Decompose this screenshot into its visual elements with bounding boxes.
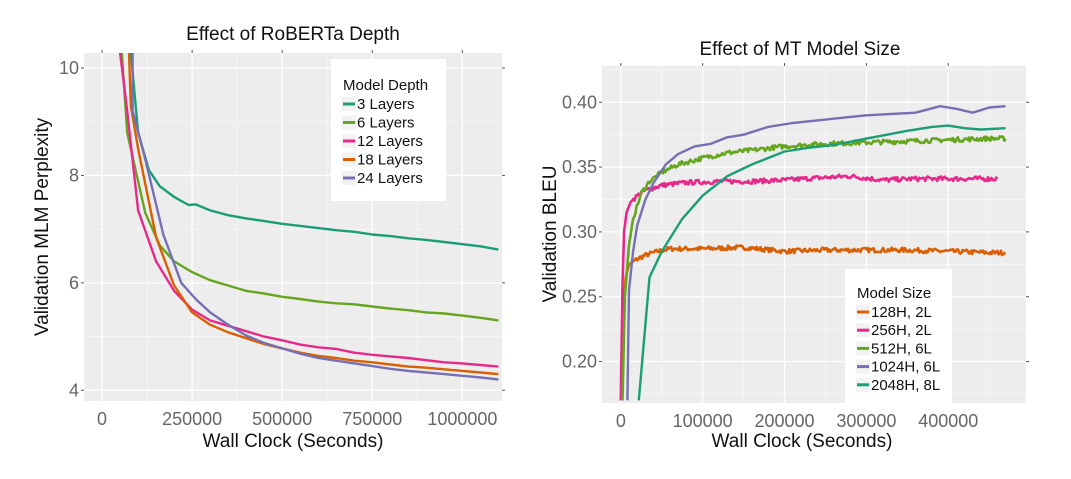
y-axis: 4 6 8 10 — [59, 58, 505, 400]
legend-item-label: 12 Layers — [357, 133, 423, 150]
y-tick-label: 6 — [69, 273, 79, 293]
legend-item-label: 18 Layers — [357, 152, 423, 169]
series-line-24-layers — [131, 53, 499, 381]
x-tick-label: 300000 — [836, 411, 896, 431]
y-tick-label: 0.20 — [562, 352, 597, 372]
legend-item-label: 2048H, 8L — [871, 377, 940, 394]
legend-item-label: 256H, 2L — [871, 322, 932, 339]
x-tick-label: 200000 — [754, 411, 814, 431]
y-axis-label: Validation MLM Perplexity — [32, 117, 53, 336]
series-line-512h-6l — [621, 135, 1007, 401]
series-line-3-layers — [129, 53, 499, 251]
series-lines — [118, 53, 499, 381]
legend-item-label: 24 Layers — [357, 170, 423, 187]
x-axis: 0 100000 200000 300000 400000 — [616, 63, 978, 431]
y-tick-label: 0.40 — [562, 92, 597, 112]
y-tick-label: 0.30 — [562, 222, 597, 242]
chart-roberta-depth: Effect of RoBERTa Depth 4 6 8 10 0 250000 500… — [32, 24, 505, 452]
plot-background — [602, 66, 1026, 403]
series-line-2048h-8l — [637, 124, 1006, 401]
chart-title: Effect of RoBERTa Depth — [186, 24, 400, 45]
legend-item-label: 128H, 2L — [871, 304, 932, 321]
x-axis: 0 250000 500000 750000 1000000 — [97, 50, 497, 429]
series-line-12-layers — [118, 53, 499, 368]
x-tick-label: 0 — [616, 411, 626, 431]
y-tick-label: 0.25 — [562, 287, 597, 307]
x-tick-label: 0 — [97, 409, 107, 429]
series-lines — [619, 104, 1007, 401]
x-tick-label: 400000 — [918, 411, 978, 431]
x-axis-label: Wall Clock (Seconds) — [203, 431, 384, 452]
y-axis-label: Validation BLEU — [540, 166, 561, 303]
x-tick-label: 750000 — [342, 409, 402, 429]
legend-item-label: 512H, 6L — [871, 340, 932, 357]
legend-item-label: 1024H, 6L — [871, 359, 940, 376]
y-axis: 0.20 0.25 0.30 0.35 0.40 — [562, 92, 1029, 372]
y-tick-label: 10 — [59, 58, 79, 78]
x-tick-label: 100000 — [673, 411, 733, 431]
legend-title: Model Depth — [343, 77, 428, 94]
x-tick-label: 250000 — [162, 409, 222, 429]
legend-item-label: 6 Layers — [357, 115, 415, 132]
series-line-1024h-6l — [626, 104, 1006, 401]
legend-item-label: 3 Layers — [357, 96, 415, 113]
x-axis-label: Wall Clock (Seconds) — [712, 431, 893, 452]
grid — [84, 53, 502, 401]
series-line-256h-2l — [619, 173, 999, 401]
grid — [602, 66, 1026, 403]
y-tick-label: 8 — [69, 165, 79, 185]
chart-mt-model-size: Effect of MT Model Size 0.20 0.25 0.30 0.35… — [540, 39, 1029, 452]
chart-title: Effect of MT Model Size — [700, 39, 901, 60]
x-tick-label: 1000000 — [427, 409, 497, 429]
series-line-128h-2l — [620, 244, 1007, 401]
legend-title: Model Size — [857, 285, 931, 302]
y-tick-label: 0.35 — [562, 157, 597, 177]
x-tick-label: 500000 — [252, 409, 312, 429]
y-tick-label: 4 — [69, 380, 79, 400]
